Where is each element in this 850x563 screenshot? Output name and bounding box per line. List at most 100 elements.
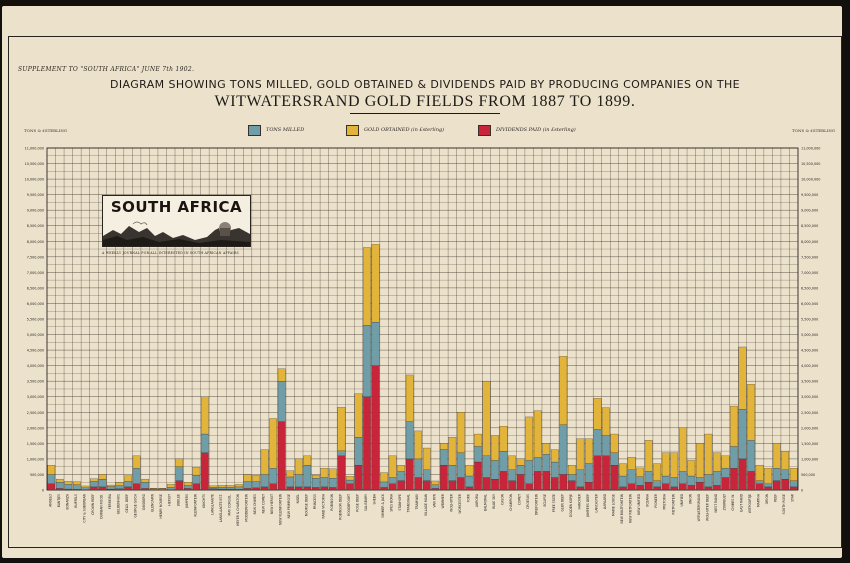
bar-dividends (653, 486, 661, 491)
x-tick-label: NOURSE DEEP (304, 494, 308, 516)
bar-gold-obtained (670, 452, 679, 478)
y-tick-label-right: 4,500,000 (801, 349, 818, 353)
bar-gold-obtained (619, 463, 627, 477)
bar-gold-obtained (158, 488, 167, 489)
x-tick-label: CASON (501, 493, 505, 505)
bar-dividends (772, 480, 781, 491)
bar-gold-obtained (269, 418, 277, 469)
bar-gold-obtained (704, 433, 713, 475)
bar-tons-milled (260, 474, 269, 488)
bar-tons-milled (644, 471, 653, 483)
bar-dividends (192, 483, 201, 491)
x-tick-label: FERREIRA (108, 493, 112, 509)
bar-dividends (474, 461, 482, 491)
bar-tons-milled (346, 479, 354, 484)
bar-gold-obtained (431, 480, 440, 485)
y-tick-label-right: 500,000 (801, 473, 815, 477)
legend-item-dividends: DIVIDENDS PAID (in £sterling) (478, 124, 576, 136)
bar-gold-obtained (568, 465, 576, 475)
x-tick-label: COMET (518, 494, 522, 505)
bar-tons-milled (303, 465, 312, 488)
y-tick-label-right: 6,000,000 (801, 302, 818, 306)
bar-tons-milled (337, 450, 346, 456)
bar-dividends (627, 483, 636, 491)
bar-gold-obtained (764, 468, 772, 484)
bar-dividends (636, 485, 644, 491)
bar-tons-milled (90, 481, 98, 488)
y-tick-label-right: 9,000,000 (801, 209, 818, 213)
bar-dividends (303, 486, 312, 491)
bar-tons-milled (98, 478, 107, 488)
bar-tons-milled (277, 381, 286, 422)
x-tick-label: BALMORAL (484, 494, 488, 511)
x-tick-label: NEW RIETFONTEIN (629, 493, 633, 523)
bar-dividends (482, 477, 491, 491)
bar-dividends (252, 487, 260, 491)
bar-tons-milled (516, 465, 525, 475)
bar-tons-milled (781, 469, 789, 480)
x-tick-label: NIGEL (296, 494, 300, 504)
y-tick-label-right: 7,500,000 (801, 255, 818, 259)
legend-label-dividends: DIVIDENDS PAID (in £sterling) (496, 127, 576, 133)
x-tick-label: CHIMES W. (731, 494, 735, 511)
bar-gold-obtained (346, 476, 354, 481)
bar-gold-obtained (610, 433, 619, 453)
x-tick-label: YORK (466, 493, 470, 502)
bar-gold-obtained (81, 485, 90, 488)
bar-tons-milled (687, 475, 696, 486)
x-tick-label: MARTHA (757, 493, 761, 507)
x-tick-label: JUMPERS (185, 494, 189, 509)
bar-gold-obtained (499, 426, 508, 452)
bar-tons-milled (115, 485, 124, 489)
x-tick-label: VAN RYN (432, 493, 436, 507)
bar-dividends (337, 455, 346, 491)
bar-dividends (209, 488, 218, 491)
bar-tons-milled (448, 465, 457, 481)
bar-gold-obtained (363, 247, 371, 326)
bar-dividends (508, 480, 516, 491)
y-tick-label-right: 3,500,000 (801, 380, 818, 384)
bar-dividends (610, 465, 619, 491)
x-tick-label: LANGLAAGTE (210, 494, 214, 515)
chart-frame (8, 36, 842, 548)
y-tick-label-left: 3,500,000 (27, 380, 44, 384)
bar-tons-milled (201, 433, 209, 453)
bar-gold-obtained (781, 451, 789, 470)
x-tick-label: NEW BULTFONTEIN (620, 493, 624, 523)
bar-gold-obtained (337, 407, 346, 451)
bar-tons-milled (525, 460, 533, 484)
bar-gold-obtained (107, 484, 115, 487)
x-tick-label: LANCASTER (594, 493, 598, 512)
bar-gold-obtained (414, 430, 423, 460)
bar-gold-obtained (405, 374, 414, 422)
y-tick-label-left: 9,500,000 (27, 193, 44, 197)
x-tick-label: SALISBURY (364, 494, 368, 511)
bar-dividends (713, 485, 721, 491)
y-tick-label-right: 0 (801, 489, 803, 493)
bar-dividends (704, 486, 713, 491)
bar-dividends (550, 477, 559, 491)
bar-gold-obtained (721, 455, 730, 469)
bar-tons-milled (124, 481, 132, 488)
bar-gold-obtained (755, 465, 764, 481)
legend-swatch-tons (248, 124, 261, 136)
bar-tons-milled (363, 325, 371, 397)
bar-dividends (696, 482, 704, 491)
bar-tons-milled (713, 471, 721, 486)
bar-dividends (593, 455, 602, 491)
x-tick-label: NEW HERIOT (270, 494, 274, 514)
bar-gold-obtained (388, 455, 397, 478)
bar-gold-obtained (312, 474, 320, 479)
y-tick-label-left: 2,000,000 (27, 426, 44, 430)
bar-tons-milled (440, 449, 448, 466)
x-tick-label: UNION (688, 493, 692, 504)
bar-gold-obtained (550, 449, 559, 463)
bar-tons-milled (329, 478, 337, 488)
bar-gold-obtained (585, 438, 593, 464)
x-tick-label: JUMPERS DEEP (586, 494, 590, 518)
bar-gold-obtained (474, 433, 482, 447)
bar-tons-milled (235, 486, 243, 490)
bar-dividends (312, 487, 320, 491)
bar-gold-obtained (124, 475, 132, 482)
